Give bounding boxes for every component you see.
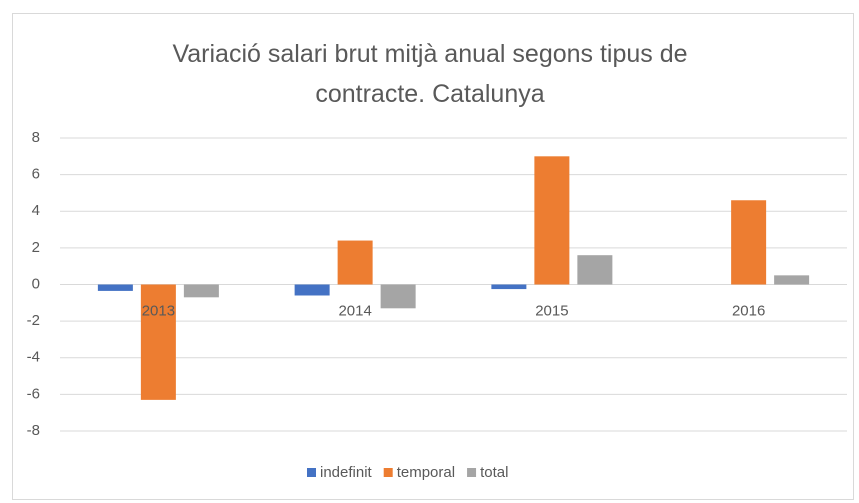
bar — [577, 255, 613, 285]
y-tick-label: -6 — [27, 385, 40, 402]
y-tick-label: 0 — [32, 275, 40, 292]
legend-label: temporal — [397, 464, 455, 481]
y-tick-label: 4 — [32, 202, 40, 219]
legend-swatch — [383, 468, 393, 477]
chart-frame — [12, 13, 854, 500]
y-tick-label: -8 — [27, 422, 40, 439]
chart-title: Variació salari brut mitjà anual segons … — [172, 40, 688, 108]
x-tick-label: 2014 — [338, 302, 371, 319]
bar — [491, 284, 527, 290]
y-tick-label: -4 — [27, 349, 40, 366]
x-tick-label: 2013 — [142, 302, 175, 319]
bar — [774, 275, 810, 285]
y-tick-label: 6 — [32, 166, 40, 183]
bar — [294, 284, 330, 296]
bar — [337, 240, 373, 285]
legend-swatch — [307, 468, 316, 477]
y-tick-label: 8 — [32, 129, 40, 146]
bar — [380, 284, 416, 309]
bar — [183, 284, 219, 298]
bar — [97, 284, 133, 291]
legend-swatch — [467, 468, 477, 477]
bar — [534, 156, 570, 285]
x-tick-label: 2016 — [732, 302, 765, 319]
x-tick-label: 2015 — [535, 302, 568, 319]
y-tick-label: 2 — [32, 239, 40, 256]
legend-label: total — [480, 464, 508, 481]
bar — [731, 200, 767, 285]
y-tick-label: -2 — [27, 312, 40, 329]
bar — [140, 284, 176, 400]
legend-label: indefinit — [320, 464, 373, 481]
